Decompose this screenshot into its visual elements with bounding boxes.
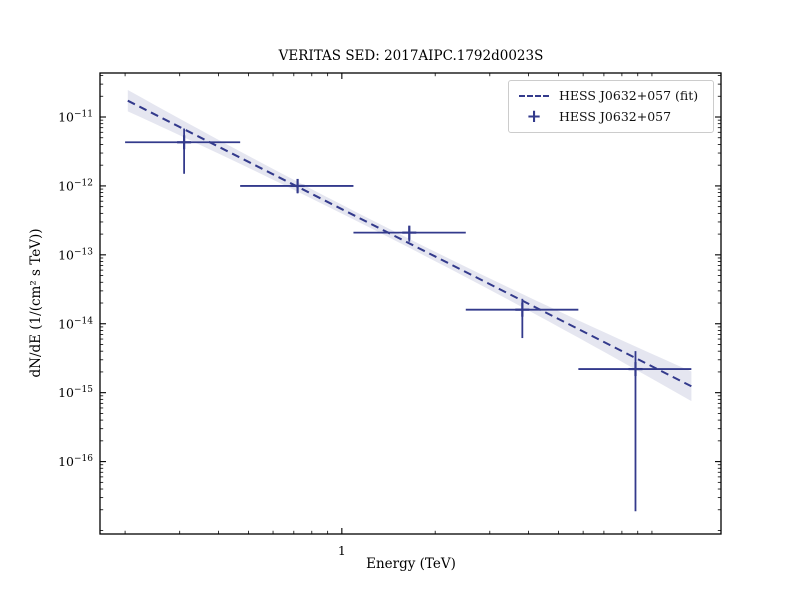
chart-title: VERITAS SED: 2017AIPC.1792d0023S: [278, 48, 544, 64]
x-tick-label: 1: [338, 543, 346, 558]
y-tick-label: 10−15: [58, 385, 93, 400]
legend-item-data: + HESS J0632+057: [518, 106, 704, 127]
y-tick-label: 10−13: [58, 247, 93, 262]
y-tick-label: 10−12: [58, 178, 93, 193]
legend-box: HESS J0632+057 (fit) + HESS J0632+057: [508, 80, 714, 133]
y-tick-label: 10−11: [58, 110, 93, 125]
confidence-band: [127, 90, 692, 402]
y-axis-label: dN/dE (1/(cm² s TeV)): [28, 228, 44, 378]
y-tick-label: 10−14: [58, 316, 93, 331]
y-tick-label: 10−16: [58, 454, 93, 469]
x-axis-label: Energy (TeV): [366, 556, 456, 572]
plot-frame: [99, 72, 722, 535]
legend-item-fit: HESS J0632+057 (fit): [518, 85, 704, 106]
dashed-line-icon: [518, 94, 550, 97]
plus-marker-icon: +: [526, 105, 542, 127]
legend-label-fit: HESS J0632+057 (fit): [559, 88, 699, 103]
fit-line: [127, 99, 692, 388]
legend-label-data: HESS J0632+057: [559, 109, 672, 124]
